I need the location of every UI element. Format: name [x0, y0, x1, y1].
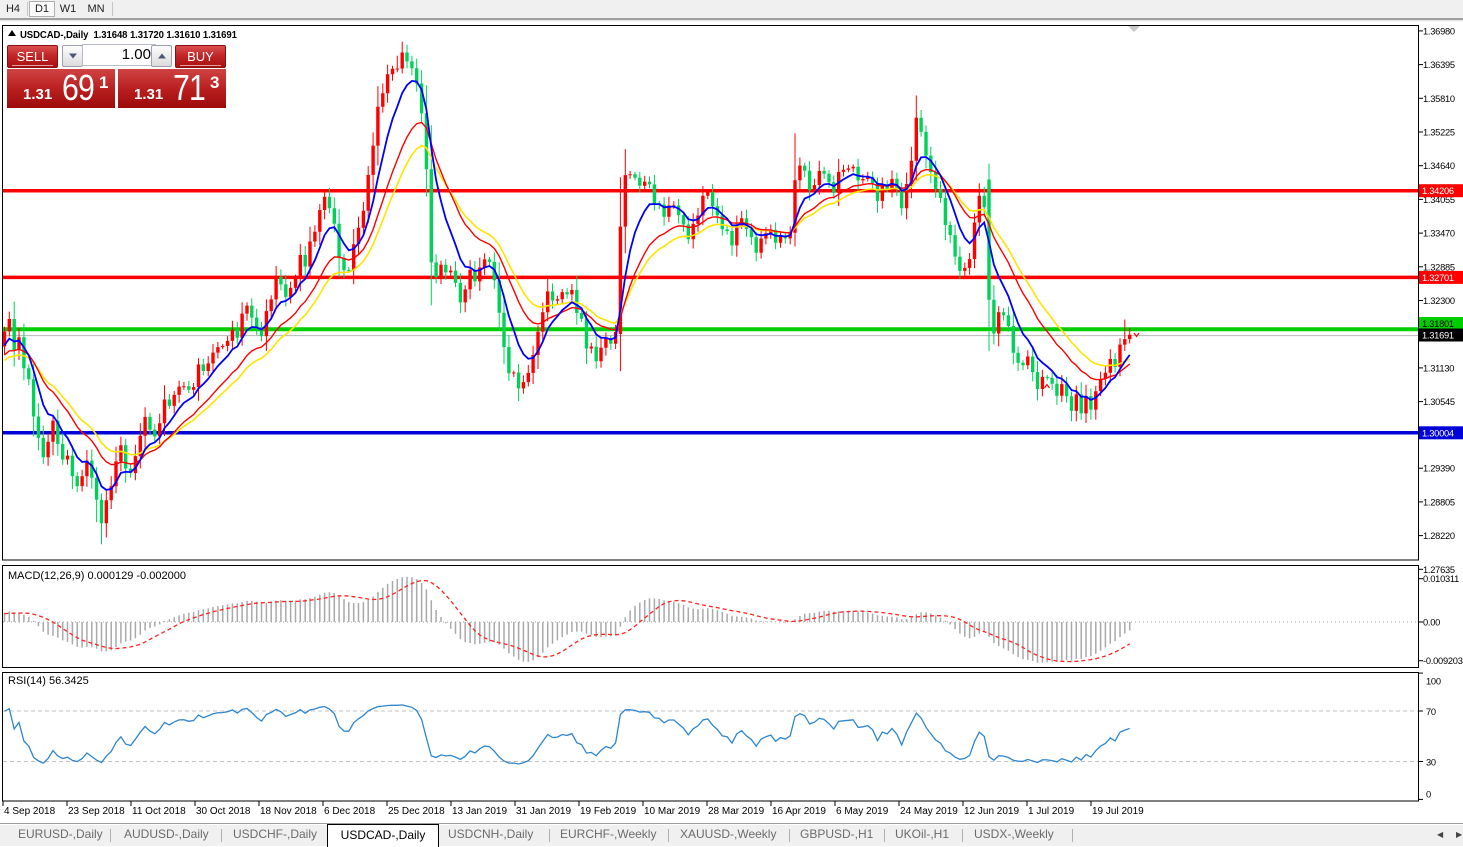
svg-text:28 Mar 2019: 28 Mar 2019	[708, 806, 765, 817]
svg-text:10 Mar 2019: 10 Mar 2019	[644, 806, 701, 817]
svg-text:11 Oct 2018: 11 Oct 2018	[132, 806, 186, 817]
svg-text:0: 0	[1426, 790, 1431, 800]
svg-text:100: 100	[1426, 677, 1441, 687]
svg-text:12 Jun 2019: 12 Jun 2019	[964, 806, 1019, 817]
svg-text:4 Sep 2018: 4 Sep 2018	[4, 806, 56, 817]
svg-text:1.36980: 1.36980	[1423, 26, 1455, 36]
svg-text:RSI(14) 56.3425: RSI(14) 56.3425	[8, 675, 89, 687]
svg-text:1.31801: 1.31801	[1422, 319, 1454, 329]
svg-text:18 Nov 2018: 18 Nov 2018	[260, 806, 317, 817]
svg-text:1.33470: 1.33470	[1423, 229, 1455, 239]
svg-text:1.29390: 1.29390	[1423, 464, 1455, 474]
svg-text:1.35225: 1.35225	[1423, 128, 1455, 138]
svg-text:19 Jul 2019: 19 Jul 2019	[1092, 806, 1144, 817]
svg-text:19 Feb 2019: 19 Feb 2019	[580, 806, 637, 817]
svg-text:6 Dec 2018: 6 Dec 2018	[324, 806, 376, 817]
svg-text:25 Dec 2018: 25 Dec 2018	[388, 806, 445, 817]
svg-text:1.30545: 1.30545	[1423, 397, 1455, 407]
svg-text:13 Jan 2019: 13 Jan 2019	[452, 806, 507, 817]
svg-text:30 Oct 2018: 30 Oct 2018	[196, 806, 251, 817]
svg-text:1.30004: 1.30004	[1422, 428, 1454, 438]
svg-text:1 Jul 2019: 1 Jul 2019	[1028, 806, 1075, 817]
svg-text:1.31691: 1.31691	[1422, 331, 1454, 341]
svg-text:-0.009203: -0.009203	[1423, 656, 1463, 666]
svg-text:23 Sep 2018: 23 Sep 2018	[68, 806, 125, 817]
svg-text:0.010311: 0.010311	[1423, 574, 1459, 584]
svg-text:1.34055: 1.34055	[1423, 195, 1455, 205]
svg-text:1.32701: 1.32701	[1422, 273, 1454, 283]
svg-text:16 Apr 2019: 16 Apr 2019	[772, 806, 826, 817]
svg-text:1.34640: 1.34640	[1423, 161, 1455, 171]
svg-text:1.34206: 1.34206	[1422, 186, 1454, 196]
svg-text:MACD(12,26,9) 0.000129 -0.0020: MACD(12,26,9) 0.000129 -0.002000	[8, 570, 186, 582]
svg-text:70: 70	[1426, 707, 1436, 717]
svg-text:1.35810: 1.35810	[1423, 94, 1455, 104]
svg-text:1.31130: 1.31130	[1423, 363, 1454, 373]
svg-text:24 May 2019: 24 May 2019	[900, 806, 958, 817]
svg-text:1.32300: 1.32300	[1423, 296, 1455, 306]
svg-text:31 Jan 2019: 31 Jan 2019	[516, 806, 571, 817]
svg-text:1.36395: 1.36395	[1423, 60, 1455, 70]
svg-text:1.27635: 1.27635	[1423, 565, 1455, 575]
svg-text:30: 30	[1426, 758, 1436, 768]
svg-text:1.28805: 1.28805	[1423, 497, 1455, 507]
svg-text:1.32885: 1.32885	[1423, 262, 1455, 272]
svg-text:1.28220: 1.28220	[1423, 531, 1455, 541]
svg-text:6 May 2019: 6 May 2019	[836, 806, 889, 817]
svg-text:0.00: 0.00	[1423, 618, 1440, 628]
